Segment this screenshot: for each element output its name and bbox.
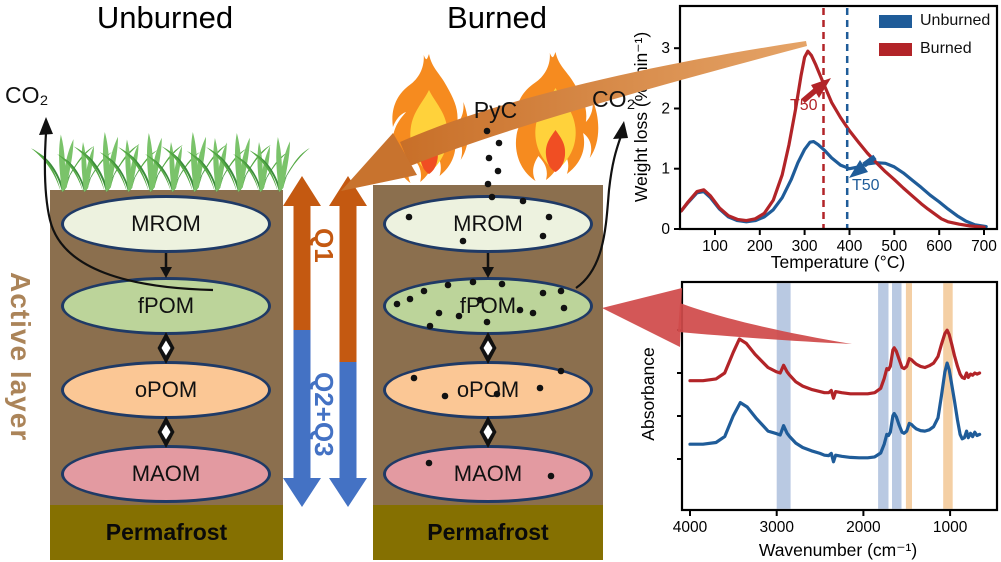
legend-label-unburned: Unburned bbox=[920, 12, 991, 29]
x-tick-label: 400 bbox=[837, 238, 863, 255]
ftir-chart: Absorbance Wavenumber (cm⁻¹) 4000 3000 200… bbox=[638, 280, 999, 560]
burned-pool-maom: MAOM bbox=[383, 445, 593, 503]
x-tick-label: 700 bbox=[971, 238, 997, 255]
y-tick-label: 1 bbox=[661, 161, 670, 178]
pool-label: MROM bbox=[131, 211, 201, 236]
t50-label-burned: T50 bbox=[790, 97, 818, 114]
unburned-pool-fpom: fPOM bbox=[61, 277, 271, 335]
x-tick-label: 3000 bbox=[759, 519, 794, 536]
pool-label: MAOM bbox=[131, 461, 201, 486]
unburned-pool-mrom: MROM bbox=[61, 195, 271, 253]
tga-x-axis-label: Temperature (°C) bbox=[771, 252, 905, 272]
x-tick-label: 200 bbox=[747, 238, 773, 255]
x-tick-label: 300 bbox=[792, 238, 818, 255]
active-layer-label: Active layer bbox=[5, 272, 36, 442]
highlight-band bbox=[943, 283, 953, 509]
permafrost-label: Permafrost bbox=[105, 519, 228, 545]
legend-swatch-burned bbox=[879, 42, 912, 56]
burned-pool-opom: oPOM bbox=[383, 361, 593, 419]
highlight-band bbox=[905, 283, 912, 509]
unburned-title: Unburned bbox=[96, 0, 234, 35]
y-tick-label: 0 bbox=[661, 221, 670, 238]
legend-row-burned: Burned bbox=[879, 40, 990, 58]
unburned-curve bbox=[688, 361, 982, 464]
legend-row-unburned: Unburned bbox=[879, 12, 990, 30]
burned-curve bbox=[688, 328, 982, 400]
pool-label: fPOM bbox=[459, 293, 517, 318]
highlight-band bbox=[776, 283, 791, 509]
y-tick-label: 3 bbox=[661, 40, 670, 57]
legend-swatch-unburned bbox=[879, 14, 912, 28]
pool-label: MAOM bbox=[453, 461, 523, 486]
x-tick-label: 100 bbox=[702, 238, 728, 255]
co2-label-unburned: CO₂ bbox=[5, 82, 49, 108]
plot-frame bbox=[680, 280, 999, 512]
legend-label-burned: Burned bbox=[920, 40, 972, 57]
burned-title: Burned bbox=[447, 0, 547, 35]
burned-pool-fpom: fPOM bbox=[383, 277, 593, 335]
pool-label: MROM bbox=[453, 211, 523, 236]
q1-label: Q1 bbox=[309, 228, 339, 263]
t50-label-unburned: T50 bbox=[852, 177, 880, 194]
highlight-band bbox=[892, 283, 902, 509]
burned-curve bbox=[679, 49, 986, 229]
pool-label: fPOM bbox=[137, 293, 195, 318]
x-tick-label: 2000 bbox=[846, 519, 881, 536]
ftir-y-axis-label: Absorbance bbox=[638, 347, 658, 440]
tga-legend: Unburned Burned bbox=[879, 12, 990, 58]
highlight-band bbox=[878, 283, 889, 509]
x-tick-label: 500 bbox=[881, 238, 907, 255]
unburned-permafrost-band: Permafrost bbox=[50, 505, 283, 560]
y-tick-label: 2 bbox=[661, 101, 670, 118]
q2-q3-label: Q2+Q3 bbox=[309, 372, 339, 457]
grass-illustration bbox=[30, 132, 310, 192]
ftir-x-axis-label: Wavenumber (cm⁻¹) bbox=[759, 540, 917, 560]
permafrost-label: Permafrost bbox=[427, 519, 549, 545]
burned-permafrost-band: Permafrost bbox=[373, 505, 603, 560]
x-tick-label: 4000 bbox=[673, 519, 708, 536]
tga-y-axis-label: Weight loss (% min⁻¹) bbox=[631, 32, 651, 202]
x-tick-label: 1000 bbox=[933, 519, 968, 536]
burned-pool-mrom: MROM bbox=[383, 195, 593, 253]
x-tick-label: 600 bbox=[926, 238, 952, 255]
co2-label-burned: CO₂ bbox=[592, 86, 636, 112]
unburned-pool-maom: MAOM bbox=[61, 445, 271, 503]
pyc-label: PyC bbox=[473, 97, 518, 123]
pool-label: oPOM bbox=[134, 377, 198, 402]
pool-label: oPOM bbox=[456, 377, 520, 402]
unburned-pool-opom: oPOM bbox=[61, 361, 271, 419]
